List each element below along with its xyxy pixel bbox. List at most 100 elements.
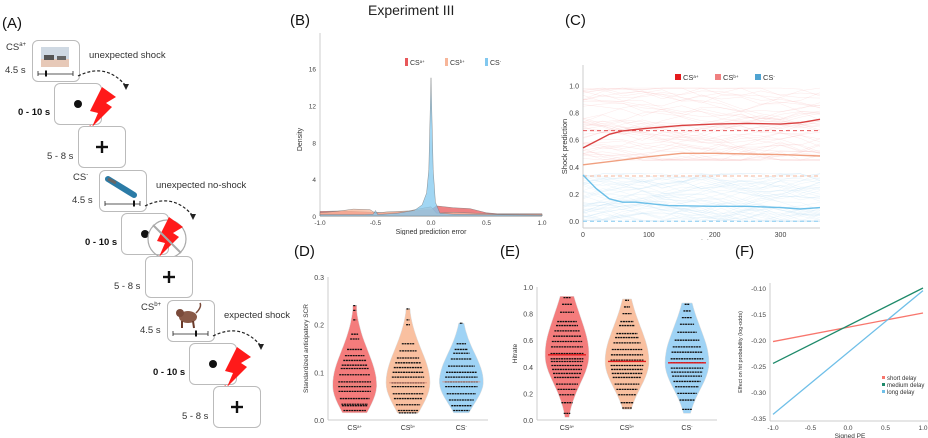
fixation-dot-icon [74, 100, 82, 108]
panel-label-d: (D) [294, 243, 315, 260]
legend-swatch [882, 390, 885, 393]
trajectory-line [582, 173, 821, 184]
trajectory-line [582, 110, 821, 138]
legend-label: CSa+ [410, 59, 425, 68]
y-tick-label: -0.25 [751, 364, 766, 371]
cs-label: CSa+ [6, 42, 26, 53]
cs-image [104, 176, 141, 207]
y-tick-label: 0.0 [569, 219, 579, 226]
trajectory-line [582, 178, 821, 197]
trajectory-line [582, 87, 821, 116]
cs-duration: 4.5 s [5, 65, 26, 76]
trajectory-line [582, 173, 821, 192]
iti-duration: 5 - 8 s [182, 411, 209, 422]
effect-line-long-delay [772, 290, 924, 415]
mean-line-CSb+ [582, 152, 821, 166]
y-tick-label: 0.6 [523, 338, 533, 345]
trajectory-line [582, 186, 821, 208]
trajectory-line [582, 173, 821, 188]
trajectory-line [582, 198, 821, 219]
y-tick-label: 0.8 [523, 312, 533, 319]
y-tick-label: 8 [312, 140, 316, 147]
trajectory-line [582, 206, 821, 222]
x-category-label: CSb+ [401, 424, 416, 433]
iti-card [78, 126, 126, 168]
trajectory-line [582, 184, 821, 222]
panel-label-f: (F) [735, 243, 755, 260]
trajectory-line [582, 186, 821, 203]
x-tick-label: 0.0 [843, 425, 852, 432]
cs-label-sup: a+ [19, 42, 27, 48]
cs-label-text: CS [141, 302, 155, 314]
trajectory-line [582, 208, 821, 222]
trajectory-line [582, 197, 821, 213]
legend-swatch [755, 74, 761, 80]
fixation-cross-icon [96, 141, 108, 153]
trajectory-line [582, 121, 821, 140]
x-tick-label: 200 [709, 232, 721, 239]
chart-c-shock-prediction: 0.0 0.2 0.4 0.6 0.8 1.0 0 100 200 300 Trial Shock p… [560, 65, 821, 240]
trajectory-line [582, 114, 820, 161]
x-tick-label: -1.0 [767, 425, 779, 432]
mean-line-CS- [582, 174, 821, 210]
us-duration: 0 - 10 s [85, 237, 118, 248]
y-tick-label: 1.0 [569, 83, 579, 90]
cs-label: CS- [73, 172, 88, 183]
y-tick-label: 0.1 [314, 370, 324, 377]
cs-label-text: CS [73, 172, 87, 184]
dashed-arrow-icon [212, 330, 264, 350]
trajectory-line [582, 141, 820, 161]
cs-label-sup: - [86, 172, 89, 178]
fixation-cross-icon [163, 271, 175, 283]
y-tick-label: 0.4 [523, 365, 533, 372]
cs-label-text: CS [6, 42, 20, 54]
outcome-label: expected shock [224, 310, 291, 321]
y-tick-label: 0.0 [314, 418, 324, 425]
y-tick-label: 0.8 [569, 111, 579, 118]
y-tick-label: 16 [309, 67, 317, 74]
trajectory-line [582, 177, 821, 200]
y-tick-label: 0.2 [569, 192, 579, 199]
legend-swatch [882, 376, 885, 379]
legend-label: medium delay [887, 383, 924, 389]
trajectory-line [582, 189, 821, 214]
us-duration: 0 - 10 s [153, 367, 186, 378]
trajectory-line [582, 113, 821, 137]
trajectory-line [582, 111, 821, 131]
x-tick-label: -0.5 [805, 425, 817, 432]
trajectory-line [582, 203, 821, 220]
trajectory-line [582, 120, 821, 135]
violin-body [439, 322, 484, 414]
y-tick-label: 12 [309, 103, 317, 110]
cs-stimulus-card [167, 300, 215, 342]
y-axis-label: Standardized anticipatory SCR [303, 304, 310, 393]
y-axis-label: Hitrate [512, 344, 519, 364]
y-tick-label: 0.2 [314, 323, 324, 330]
trajectory-line [582, 144, 821, 161]
trajectory-line [582, 135, 821, 153]
cs-stimulus-card [99, 170, 147, 212]
y-axis-label: Shock prediction [560, 119, 569, 174]
figure-title: Experiment III [368, 2, 455, 18]
panel-label-b: (B) [290, 12, 310, 29]
cs-stimulus-card [32, 40, 80, 82]
trajectory-line [582, 120, 821, 141]
trajectory-line [582, 179, 821, 216]
trajectory-line [582, 174, 821, 195]
x-tick-label: 300 [775, 232, 787, 239]
trajectory-line [582, 202, 821, 218]
mean-line-CSa+ [582, 118, 821, 149]
y-axis-label: Effect on hit probability (log-odds) [738, 311, 744, 393]
x-tick-label: -0.5 [370, 220, 382, 227]
x-category-label: CS- [681, 424, 693, 433]
x-category-label: CS- [456, 424, 468, 433]
trajectory-line [582, 174, 821, 194]
trajectory-line [582, 173, 821, 183]
iti-duration: 5 - 8 s [47, 151, 74, 162]
trajectory-line [582, 190, 821, 214]
legend-swatch [405, 58, 408, 66]
x-tick-label: 100 [643, 232, 655, 239]
x-category-label: CSb+ [620, 424, 635, 433]
trajectory-line [582, 102, 821, 123]
effect-line-medium-delay [772, 287, 924, 364]
